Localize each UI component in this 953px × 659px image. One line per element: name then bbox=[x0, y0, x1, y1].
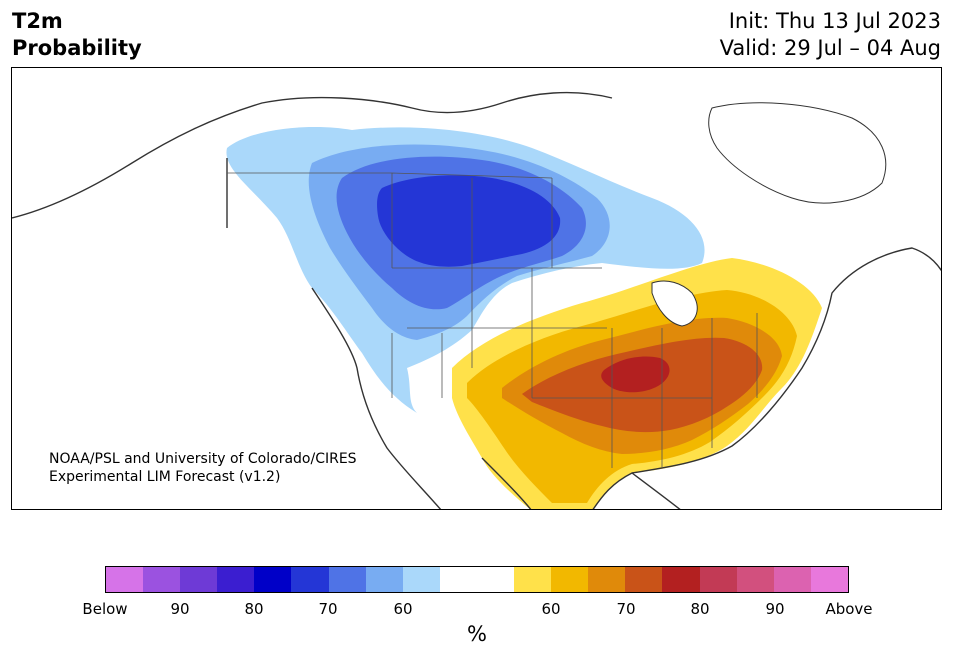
colorbar-tick-label: 90 bbox=[170, 600, 190, 618]
colorbar-unit: % bbox=[467, 622, 487, 646]
map-panel bbox=[11, 67, 942, 510]
colorbar-swatch bbox=[773, 567, 811, 592]
hudson-bay bbox=[708, 102, 887, 204]
colorbar-swatch bbox=[588, 567, 626, 592]
colorbar-swatch bbox=[217, 567, 255, 592]
colorbar-tick-label: 70 bbox=[616, 600, 636, 618]
above-max-region bbox=[601, 356, 670, 393]
colorbar-swatch bbox=[514, 567, 552, 592]
colorbar-tick-label: 80 bbox=[690, 600, 710, 618]
title-line-2: Probability bbox=[12, 36, 142, 60]
great-lakes bbox=[651, 280, 698, 327]
colorbar-tick-label: 60 bbox=[393, 600, 413, 618]
colorbar-swatch bbox=[291, 567, 329, 592]
colorbar-tick-label: 90 bbox=[765, 600, 785, 618]
state-borders bbox=[227, 172, 758, 468]
colorbar-swatch bbox=[254, 567, 292, 592]
colorbar-tick-label: 80 bbox=[244, 600, 264, 618]
colorbar-swatch bbox=[143, 567, 181, 592]
credit-line-1: NOAA/PSL and University of Colorado/CIRE… bbox=[49, 451, 357, 467]
colorbar-swatch bbox=[365, 567, 403, 592]
colorbar-swatch bbox=[810, 567, 848, 592]
colorbar-tick-label: Below bbox=[82, 600, 128, 618]
colorbar-swatch bbox=[699, 567, 737, 592]
colorbar-swatch bbox=[106, 567, 144, 592]
below-90-region bbox=[377, 175, 561, 267]
credit-text: NOAA/PSL and University of Colorado/CIRE… bbox=[49, 450, 357, 486]
credit-line-2: Experimental LIM Forecast (v1.2) bbox=[49, 469, 281, 485]
map-title: T2m Probability bbox=[12, 8, 142, 62]
colorbar-swatch bbox=[402, 567, 440, 592]
probability-map bbox=[12, 91, 941, 509]
colorbar-swatch bbox=[551, 567, 589, 592]
init-date: Init: Thu 13 Jul 2023 bbox=[728, 9, 941, 33]
colorbar-swatch bbox=[476, 567, 515, 592]
title-line-1: T2m bbox=[12, 9, 63, 33]
colorbar-tick-label: Above bbox=[825, 600, 873, 618]
colorbar-tick-label: 60 bbox=[541, 600, 561, 618]
valid-range: Valid: 29 Jul – 04 Aug bbox=[719, 36, 941, 60]
colorbar bbox=[105, 566, 849, 593]
colorbar-tick-label: 70 bbox=[318, 600, 338, 618]
colorbar-swatch bbox=[736, 567, 774, 592]
colorbar-swatch bbox=[439, 567, 477, 592]
colorbar-swatch bbox=[625, 567, 663, 592]
colorbar-swatch bbox=[180, 567, 218, 592]
colorbar-swatch bbox=[662, 567, 700, 592]
coastline bbox=[12, 91, 941, 509]
colorbar-swatch bbox=[328, 567, 366, 592]
forecast-dates: Init: Thu 13 Jul 2023 Valid: 29 Jul – 04… bbox=[720, 8, 941, 62]
